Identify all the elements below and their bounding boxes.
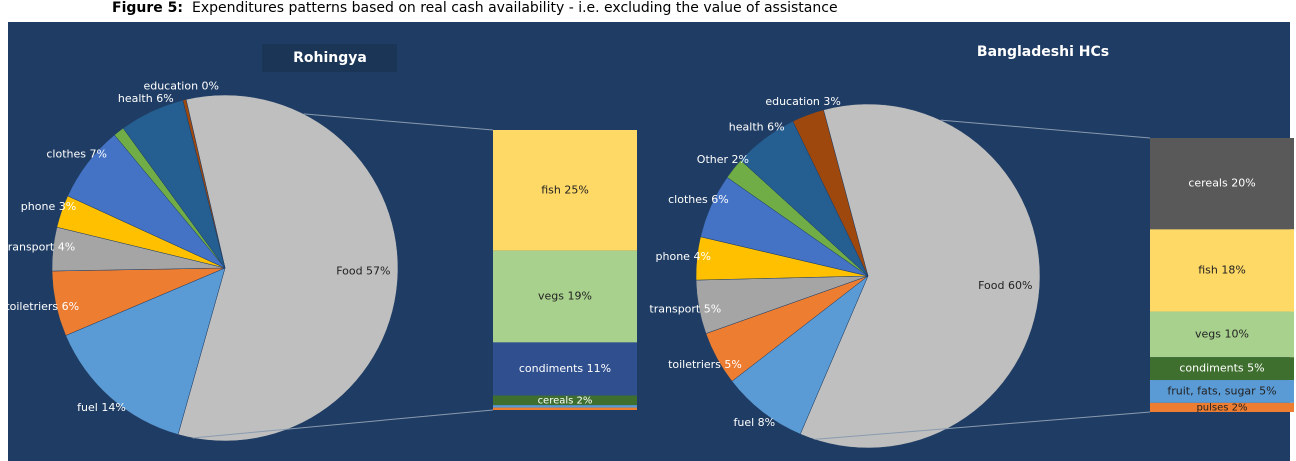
- bar-label: vegs 19%: [538, 290, 592, 303]
- bar-segment: [1150, 138, 1294, 230]
- slice-label: transport 4%: [3, 240, 75, 253]
- slice-label: Food 57%: [336, 264, 390, 277]
- bar-segment: [493, 342, 637, 396]
- slice-label: transport 5%: [649, 303, 721, 316]
- chart-title: Rohingya: [293, 50, 367, 66]
- bar-label: fish 25%: [541, 183, 589, 196]
- slice-label: health 6%: [729, 120, 785, 133]
- bar-label: condiments 11%: [519, 362, 611, 375]
- connector: [940, 119, 1151, 139]
- bar-label: vegs 10%: [1195, 327, 1249, 340]
- slice-label: education 0%: [143, 79, 219, 92]
- slice-label: clothes 6%: [668, 193, 729, 206]
- bar-segment: [493, 250, 637, 343]
- caption-text: Expenditures patterns based on real cash…: [192, 0, 838, 16]
- chart-title: Bangladeshi HCs: [977, 44, 1109, 60]
- connector: [303, 113, 494, 131]
- slice-label: Food 60%: [978, 279, 1032, 292]
- slice-label: phone 3%: [21, 200, 76, 213]
- slice-label: toiletriers 5%: [668, 358, 742, 371]
- connector: [814, 411, 1151, 440]
- bar-segment: [1150, 402, 1294, 412]
- pie-slice: [792, 109, 869, 277]
- bar-label: fish 18%: [1198, 263, 1246, 276]
- bar-segment: [1150, 357, 1294, 381]
- pie-slice: [182, 99, 226, 269]
- bar-segment: [1150, 311, 1294, 358]
- slice-label: health 6%: [118, 92, 174, 105]
- caption-label: Figure 5:: [112, 0, 183, 16]
- pie-slice: [65, 267, 226, 435]
- slice-label: phone 4%: [656, 250, 711, 263]
- bar-segment: [1150, 380, 1294, 403]
- slice-label: toiletriers 6%: [5, 300, 79, 313]
- pie-slice: [799, 103, 1041, 449]
- slice-label: Other 2%: [697, 153, 749, 166]
- bar-segment: [493, 130, 637, 251]
- bar-segment: [493, 405, 637, 408]
- connector: [192, 409, 494, 439]
- slice-label: education 3%: [765, 95, 841, 108]
- bar-label: condiments 5%: [1179, 362, 1264, 375]
- bar-segment: [1150, 229, 1294, 312]
- slice-label: fuel 14%: [77, 401, 126, 414]
- bar-label: cereals 20%: [1188, 177, 1255, 190]
- bar-label: pulses 2%: [1196, 402, 1247, 413]
- bar-label: fruit, fats, sugar 5%: [1167, 384, 1276, 397]
- slice-label: fuel 8%: [734, 416, 776, 429]
- pie-slice: [177, 94, 399, 442]
- title-box: [262, 44, 397, 72]
- bar-segment: [493, 407, 637, 410]
- bar-label: cereals 2%: [538, 395, 593, 406]
- bar-segment: [493, 395, 637, 406]
- slice-label: clothes 7%: [46, 147, 107, 160]
